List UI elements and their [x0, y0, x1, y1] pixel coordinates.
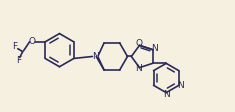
Text: N: N: [163, 90, 170, 99]
Text: N: N: [92, 52, 99, 61]
Text: N: N: [135, 64, 142, 73]
Text: N: N: [177, 81, 184, 90]
Text: F: F: [16, 56, 21, 65]
Text: O: O: [29, 37, 36, 46]
Text: N: N: [151, 44, 157, 53]
Text: O: O: [136, 39, 143, 48]
Text: F: F: [12, 42, 17, 51]
